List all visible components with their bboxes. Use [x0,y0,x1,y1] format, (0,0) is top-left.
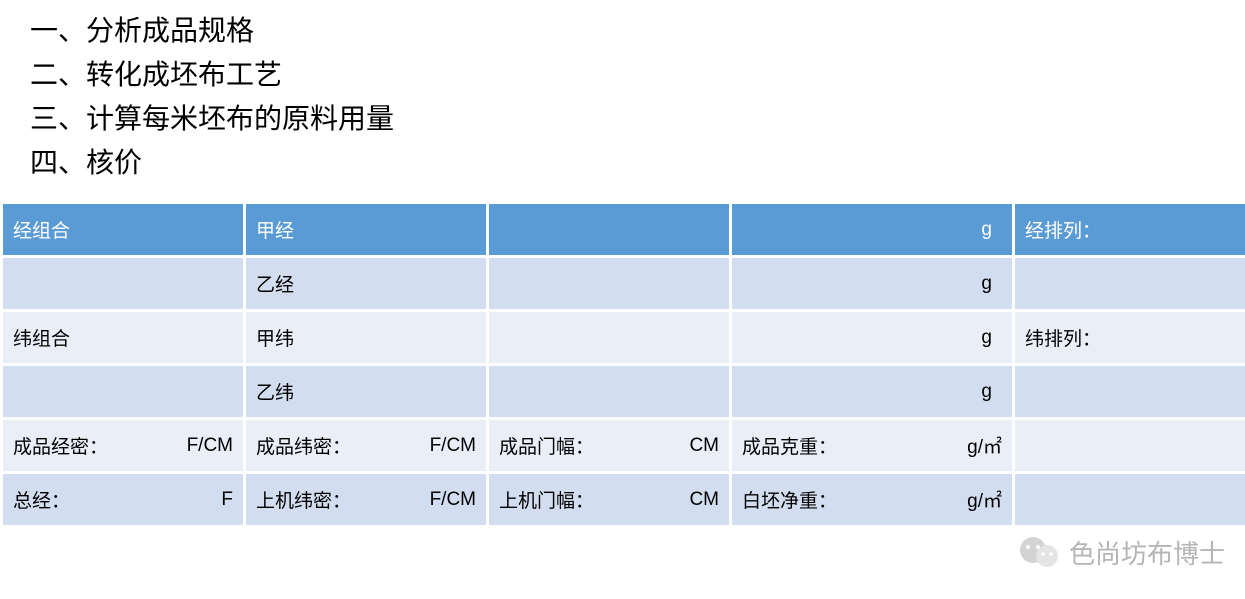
cell-weft-arrange-label: 纬排列： [1015,312,1245,363]
unit: CM [689,435,719,457]
cell-loom-weft-density: 上机纬密： F/CM [246,474,486,525]
cell-empty [489,258,729,309]
heading-item-1: 一、分析成品规格 [30,10,1215,52]
cell-empty [489,312,729,363]
cell-finished-warp-density: 成品经密： F/CM [3,420,243,471]
cell-finished-width: 成品门幅： CM [489,420,729,471]
unit: F/CM [187,435,233,457]
cell-loom-width: 上机门幅： CM [489,474,729,525]
unit: g/㎡ [967,486,1002,513]
table-row: 成品经密： F/CM 成品纬密： F/CM 成品门幅： CM 成品克重： [3,420,1245,471]
cell-finished-weft-density: 成品纬密： F/CM [246,420,486,471]
wechat-icon [1017,530,1061,574]
cell-warp-b-label: 乙经 [246,258,486,309]
unit: F/CM [430,489,476,511]
cell-empty [1015,366,1245,417]
label: 成品门幅： [499,432,594,459]
cell-unit-g: g [732,366,1012,417]
cell-unit-g: g [732,258,1012,309]
cell-warp-arrange-label: 经排列： [1015,204,1245,255]
watermark-text: 色尚坊布博士 [1069,534,1225,571]
cell-total-warp: 总经： F [3,474,243,525]
cell-finished-weight: 成品克重： g/㎡ [732,420,1012,471]
cell-empty [1015,420,1245,471]
unit: CM [689,489,719,511]
label: 白坯净重： [742,486,837,513]
label: 成品纬密： [256,432,351,459]
label: 上机纬密： [256,486,351,513]
heading-list: 一、分析成品规格 二、转化成坯布工艺 三、计算每米坯布的原料用量 四、核价 [0,0,1245,201]
table-row: 乙纬 g [3,366,1245,417]
label: 总经： [13,486,70,513]
unit: g/㎡ [967,432,1002,459]
cell-empty [1015,474,1245,525]
heading-item-3: 三、计算每米坯布的原料用量 [30,98,1215,140]
table-row: 经组合 甲经 g 经排列： [3,204,1245,255]
label: 上机门幅： [499,486,594,513]
cell-weft-b-label: 乙纬 [246,366,486,417]
cell-warp-combo-label: 经组合 [3,204,243,255]
cell-unit-g: g [732,312,1012,363]
unit: F/CM [430,435,476,457]
label: 成品经密： [13,432,108,459]
spec-table: 经组合 甲经 g 经排列： 乙经 g 纬组合 甲纬 g 纬排列： 乙纬 g [0,201,1245,528]
cell-unit-g: g [732,204,1012,255]
cell-empty [1015,258,1245,309]
table-row: 乙经 g [3,258,1245,309]
heading-item-4: 四、核价 [30,142,1215,184]
cell-empty [3,258,243,309]
watermark: 色尚坊布博士 [1017,530,1225,574]
cell-weft-combo-label: 纬组合 [3,312,243,363]
heading-item-2: 二、转化成坯布工艺 [30,54,1215,96]
unit: F [221,489,233,511]
cell-warp-a-label: 甲经 [246,204,486,255]
label: 成品克重： [742,432,837,459]
table-row: 总经： F 上机纬密： F/CM 上机门幅： CM 白坯净重： g/ [3,474,1245,525]
cell-empty [489,204,729,255]
cell-weft-a-label: 甲纬 [246,312,486,363]
table-row: 纬组合 甲纬 g 纬排列： [3,312,1245,363]
cell-empty [3,366,243,417]
cell-empty [489,366,729,417]
cell-grey-net-weight: 白坯净重： g/㎡ [732,474,1012,525]
